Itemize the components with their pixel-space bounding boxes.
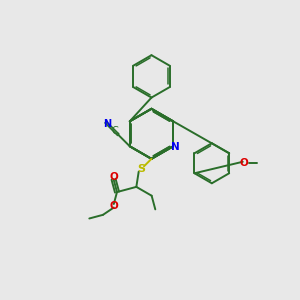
Text: O: O: [240, 158, 249, 168]
Text: O: O: [110, 201, 118, 211]
Text: N: N: [103, 119, 111, 129]
Text: S: S: [137, 164, 145, 174]
Text: O: O: [109, 172, 118, 182]
Text: N: N: [170, 142, 179, 152]
Text: C: C: [111, 126, 118, 136]
